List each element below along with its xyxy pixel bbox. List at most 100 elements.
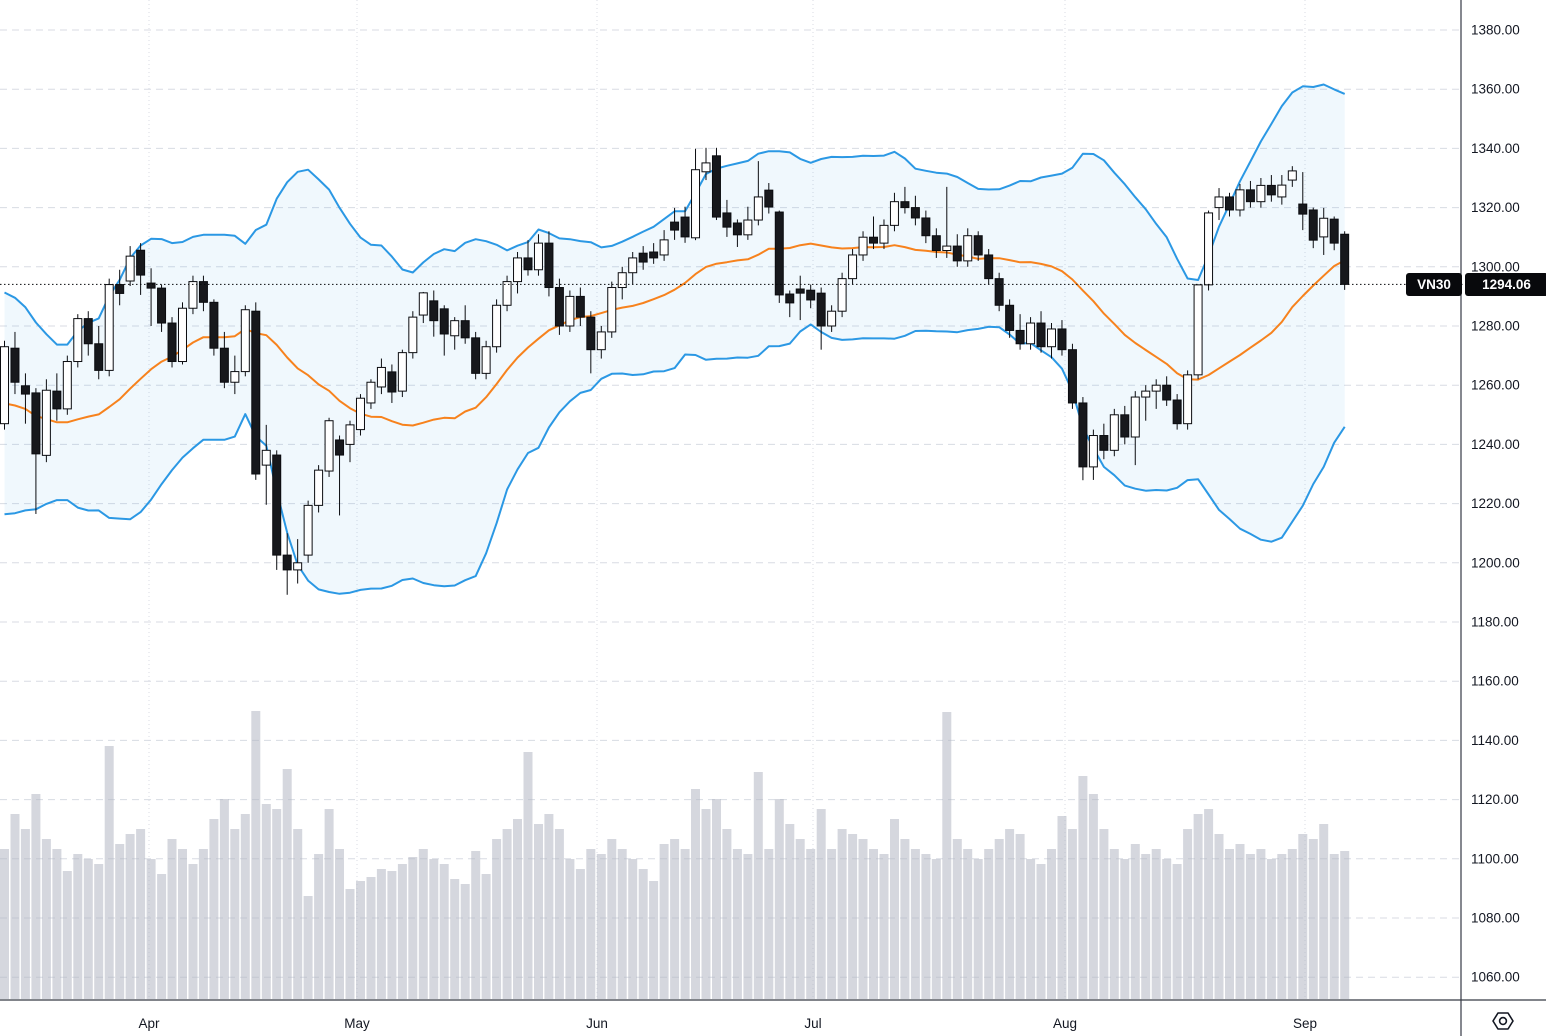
candle-up <box>848 254 858 280</box>
volume-bar <box>1256 849 1266 999</box>
candle-down <box>460 320 470 339</box>
ticker-badge[interactable]: VN30 <box>1406 272 1462 296</box>
candle-up <box>1130 396 1140 438</box>
candle-up <box>355 397 365 431</box>
volume-bar <box>827 849 837 999</box>
candle-up <box>753 196 763 221</box>
candle-up <box>418 292 428 316</box>
volume-bar <box>418 849 428 999</box>
volume-bar <box>115 844 125 999</box>
volume-bar <box>931 859 941 999</box>
volume-bar <box>764 849 774 999</box>
candle-down <box>952 245 962 262</box>
volume-bar <box>1078 776 1088 999</box>
candle-down <box>1015 329 1025 345</box>
candle-down <box>711 155 721 218</box>
volume-bar <box>1057 816 1067 999</box>
volume-bar <box>942 712 952 999</box>
candle-up <box>408 316 418 354</box>
volume-bar <box>282 769 292 999</box>
volume-bar <box>795 839 805 999</box>
volume-bar <box>1308 839 1318 999</box>
price-axis-label: 1160.00 <box>1471 674 1519 689</box>
candle-up <box>1287 170 1297 181</box>
candle-down <box>575 295 585 318</box>
price-axis[interactable]: 1380.00 1360.00 1340.00 1320.00 1300.00 1280.… <box>1471 23 1520 985</box>
volume-bar <box>209 819 219 999</box>
price-axis-label: 1200.00 <box>1471 555 1520 570</box>
volume-bar <box>387 871 397 999</box>
candle-up <box>513 257 523 283</box>
volume-bar <box>10 814 20 999</box>
volume-bar <box>837 829 847 999</box>
candle-up <box>230 371 240 383</box>
candle-down <box>1172 399 1182 425</box>
candle-down <box>167 322 177 363</box>
candle-up <box>293 562 303 571</box>
last-price-label[interactable]: VN30 1294.06 <box>1406 272 1546 296</box>
candle-down <box>115 284 125 294</box>
candle-up <box>565 295 575 327</box>
price-axis-label: 1260.00 <box>1471 378 1520 393</box>
candle-up <box>366 381 376 404</box>
volume-bar <box>471 851 481 999</box>
volume-bar <box>41 839 51 999</box>
volume-bar <box>1047 849 1056 999</box>
candle-down <box>554 287 564 327</box>
candle-up <box>1088 435 1098 468</box>
price-scale-settings-icon[interactable] <box>1492 1012 1514 1030</box>
candle-up <box>743 219 753 236</box>
volume-bar <box>984 849 994 999</box>
volume-bar <box>0 849 9 999</box>
volume-bar <box>1183 829 1193 999</box>
candle-up <box>104 284 114 371</box>
volume-bar <box>816 809 826 999</box>
volume-bar <box>554 829 564 999</box>
candle-down <box>1266 184 1276 196</box>
candle-up <box>261 449 271 466</box>
candle-up <box>837 278 847 312</box>
volume-bar <box>722 829 732 999</box>
last-price-badge[interactable]: 1294.06 <box>1465 272 1546 296</box>
volume-bar <box>1204 809 1214 999</box>
candle-down <box>1224 196 1234 211</box>
volume-bar <box>513 819 522 999</box>
candle-up <box>324 420 334 472</box>
volume-bar <box>921 854 931 999</box>
time-axis[interactable]: Apr May Jun Jul Aug Sep <box>138 1016 1317 1031</box>
candle-down <box>921 217 931 237</box>
volume-bar <box>481 874 491 999</box>
candle-down <box>335 439 345 456</box>
candle-down <box>900 201 910 209</box>
candle-up <box>502 281 512 306</box>
candle-up <box>376 366 386 388</box>
volume-bar <box>376 869 386 999</box>
candle-up <box>303 504 313 556</box>
volume-bar <box>240 814 250 999</box>
volume-bar <box>1120 859 1130 999</box>
candle-down <box>1057 328 1067 351</box>
candle-up <box>827 310 837 327</box>
volume-bar <box>848 834 858 999</box>
candle-down <box>94 343 104 371</box>
candle-down <box>209 301 219 349</box>
volume-bar <box>1088 794 1098 999</box>
volume-bar <box>429 859 439 999</box>
time-axis-label-aug: Aug <box>1053 1016 1077 1031</box>
candle-up <box>314 469 324 506</box>
candle-down <box>10 347 20 383</box>
price-axis-label: 1380.00 <box>1471 23 1520 38</box>
volume-bar <box>62 871 72 999</box>
volume-bar <box>167 839 177 999</box>
candle-up <box>1256 184 1266 203</box>
volume-bar <box>1099 829 1109 999</box>
time-axis-label-sep: Sep <box>1293 1016 1317 1031</box>
candle-up <box>345 424 355 445</box>
candle-up <box>1183 374 1193 425</box>
volume-bar <box>198 849 208 999</box>
candle-down <box>638 252 648 263</box>
volume-bar <box>691 789 700 999</box>
candle-up <box>0 346 9 425</box>
volume-bar <box>104 746 114 999</box>
